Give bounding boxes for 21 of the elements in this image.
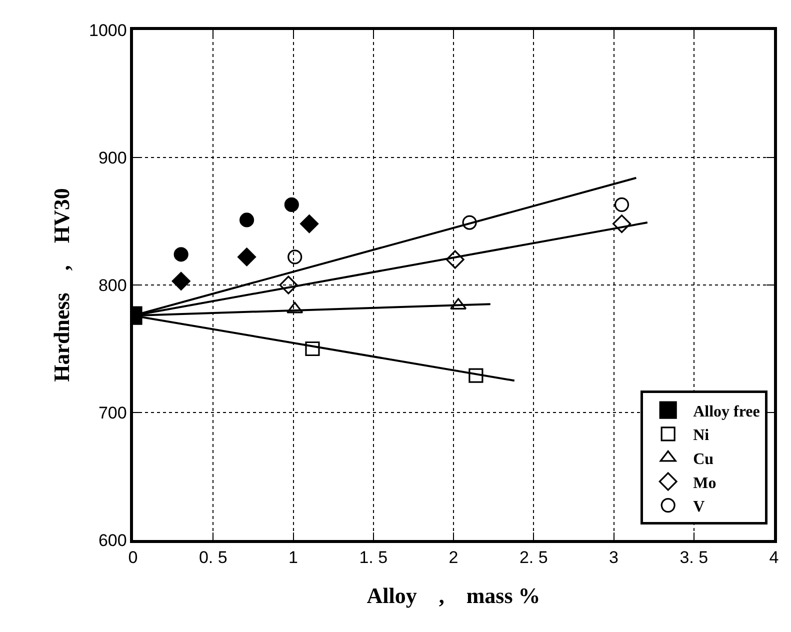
y-axis-title: Hardness , HV30 bbox=[48, 188, 74, 382]
y-tick-label: 600 bbox=[98, 530, 127, 550]
x-tick-label: 0. 5 bbox=[198, 548, 228, 568]
x-tick-label: 3. 5 bbox=[680, 548, 708, 568]
x-tick-label: 1 bbox=[288, 548, 298, 568]
legend-label: Alloy free bbox=[693, 403, 760, 420]
legend-label: Cu bbox=[693, 450, 714, 468]
x-tick-label: 2. 5 bbox=[519, 548, 548, 568]
legend-label: Mo bbox=[693, 474, 716, 492]
y-tick-label: 800 bbox=[98, 276, 127, 295]
y-tick-label: 700 bbox=[98, 403, 127, 422]
x-tick-label: 2 bbox=[448, 548, 458, 568]
x-tick-label: 1. 5 bbox=[359, 548, 388, 568]
legend-label: Ni bbox=[693, 427, 710, 444]
legend-label: V bbox=[693, 498, 706, 516]
y-tick-label: 900 bbox=[98, 148, 127, 168]
x-tick-label: 0 bbox=[128, 548, 138, 568]
x-axis-title: Alloy , mass % bbox=[366, 583, 540, 608]
x-tick-label: 3 bbox=[609, 548, 618, 568]
y-tick-label: 1000 bbox=[89, 20, 127, 40]
x-tick-label: 4 bbox=[769, 548, 779, 568]
